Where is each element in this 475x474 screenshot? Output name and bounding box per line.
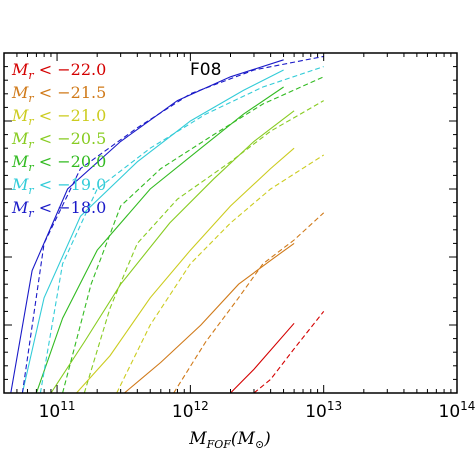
- series-5-solid-line: [35, 86, 284, 394]
- legend-entry-4: Mr < −20.5: [11, 129, 106, 151]
- x-axis-title: MFOF(M⊙): [188, 429, 271, 451]
- tick-layer: 1011 1012 1013 1014: [3, 53, 475, 422]
- legend-entry-5: Mr < −20.0: [11, 152, 106, 174]
- series-2-dashed-line: [173, 212, 325, 394]
- series-6-dashed-line: [39, 66, 324, 394]
- legend: Mr < −22.0Mr < −21.5Mr < −21.0Mr < −20.5…: [11, 60, 106, 220]
- legend-entry-6: Mr < −19.0: [11, 175, 106, 197]
- series-1-dashed-line: [253, 311, 325, 394]
- series-6-solid-line: [21, 69, 284, 394]
- x-tick-label: 1013: [305, 399, 342, 422]
- legend-entry-7: Mr < −18.0: [11, 198, 106, 220]
- series-4-dashed-line: [83, 100, 324, 394]
- panel-label: F08: [190, 60, 221, 80]
- legend-entry-3: Mr < −21.0: [11, 106, 106, 128]
- x-tick-label: 1014: [439, 399, 475, 422]
- series-2-solid-line: [124, 242, 295, 394]
- legend-entry-2: Mr < −21.5: [11, 83, 106, 105]
- x-tick-label: 1012: [172, 399, 209, 422]
- series-7-solid-line: [10, 59, 284, 394]
- series-layer: [10, 55, 325, 394]
- series-4-solid-line: [50, 110, 295, 394]
- series-7-dashed-line: [21, 55, 324, 394]
- series-3-dashed-line: [116, 154, 324, 394]
- series-1-solid-line: [230, 322, 295, 394]
- series-3-solid-line: [76, 147, 295, 394]
- series-5-dashed-line: [62, 76, 324, 394]
- x-tick-label: 1011: [39, 399, 76, 422]
- legend-entry-1: Mr < −22.0: [11, 60, 106, 82]
